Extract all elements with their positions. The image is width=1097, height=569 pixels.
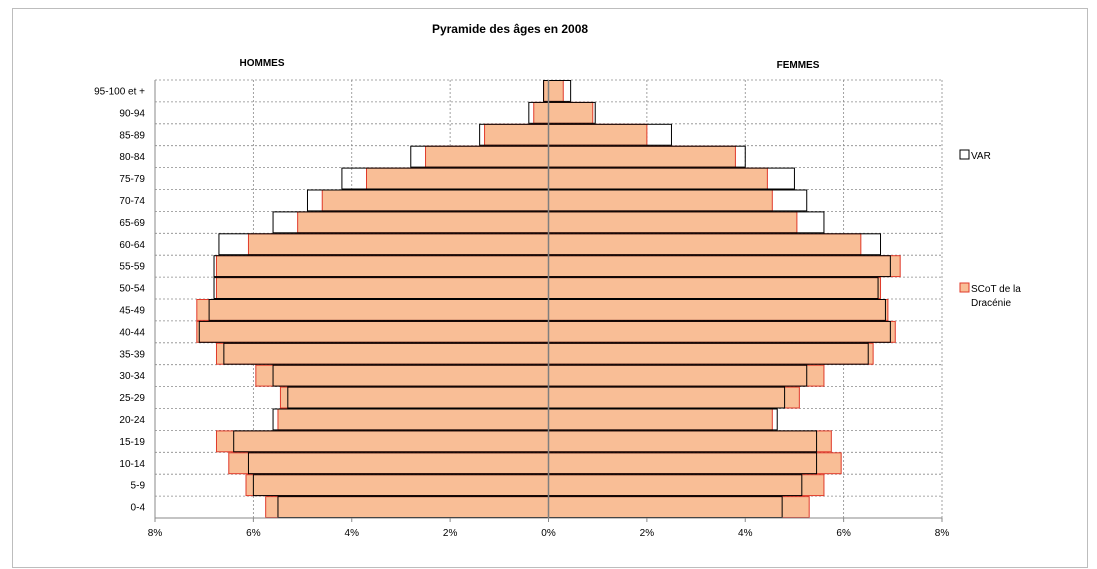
- legend-var-label: VAR: [971, 151, 991, 162]
- bar-scot-women: [548, 255, 901, 278]
- bar-scot-women: [548, 167, 768, 190]
- bar-scot-men: [247, 233, 550, 256]
- age-group-label: 5-9: [131, 481, 146, 492]
- legend-scot-line-2: Dracénie: [971, 298, 1011, 309]
- x-tick-label: 0%: [541, 528, 556, 539]
- bar-scot-women: [548, 101, 594, 124]
- legend: VAR SCoT de la Dracénie: [959, 149, 1024, 309]
- age-group-label: 10-14: [119, 459, 145, 470]
- bar-scot-men: [215, 342, 549, 365]
- age-group-label: 55-59: [119, 262, 145, 273]
- age-group-label: 30-34: [119, 371, 145, 382]
- bar-scot-women: [548, 364, 825, 387]
- bar-scot-women: [548, 123, 648, 146]
- age-group-label: 40-44: [119, 327, 145, 338]
- bar-scot-men: [277, 408, 549, 431]
- age-group-label: 80-84: [119, 152, 145, 163]
- x-tick-label: 4%: [738, 528, 753, 539]
- bar-scot-women: [548, 145, 736, 168]
- bar-scot-women: [548, 320, 896, 343]
- bar-scot-men: [255, 364, 549, 387]
- legend-scot-swatch: [959, 282, 970, 293]
- x-tick-label: 2%: [640, 528, 655, 539]
- men-side-label: HOMMES: [240, 58, 285, 69]
- bar-scot-women: [548, 189, 773, 212]
- bar-scot-men: [215, 277, 549, 300]
- bar-scot-men: [196, 320, 549, 343]
- age-group-label: 15-19: [119, 437, 145, 448]
- age-group-labels: 95-100 et + 90-94 85-89 80-84 75-79 70-74 65-6…: [94, 86, 145, 513]
- bar-scot-women: [548, 430, 832, 453]
- bar-scot-men: [228, 452, 549, 475]
- x-tick-label: 4%: [345, 528, 360, 539]
- bar-scot-women: [548, 277, 882, 300]
- age-group-label: 50-54: [119, 284, 145, 295]
- legend-scot-label: SCoT de la Dracénie: [971, 284, 1024, 309]
- age-group-label: 20-24: [119, 415, 145, 426]
- bar-scot-women: [548, 80, 564, 102]
- bar-scot-men: [196, 299, 549, 321]
- bar-scot-men: [533, 101, 550, 124]
- bar-scot-men: [321, 189, 549, 212]
- bar-scot-men: [265, 496, 549, 519]
- age-group-label: 0-4: [131, 503, 146, 514]
- age-group-label: 25-29: [119, 393, 145, 404]
- bar-scot-men: [279, 386, 549, 409]
- bar-scot-women: [548, 386, 800, 409]
- x-tick-label: 6%: [836, 528, 851, 539]
- bar-scot-women: [548, 233, 862, 256]
- chart-title: Pyramide des âges en 2008: [432, 22, 588, 36]
- age-group-label: 70-74: [119, 196, 145, 207]
- bar-scot-men: [297, 211, 549, 234]
- bar-scot-women: [548, 342, 874, 365]
- age-group-label: 75-79: [119, 174, 145, 185]
- x-tick-label: 8%: [935, 528, 950, 539]
- bar-scot-women: [548, 211, 798, 234]
- women-side-label: FEMMES: [777, 60, 820, 71]
- age-group-label: 85-89: [119, 130, 145, 141]
- axes: [154, 80, 943, 522]
- bar-scot-men: [425, 145, 549, 168]
- series-scot-bars: [196, 80, 901, 519]
- bar-scot-women: [548, 496, 810, 519]
- bar-scot-men: [215, 430, 549, 453]
- bar-scot-women: [548, 299, 889, 321]
- bar-scot-men: [245, 474, 549, 497]
- chart-frame: Pyramide des âges en 2008 HOMMES FEMMES …: [12, 8, 1088, 568]
- bar-scot-women: [548, 474, 825, 497]
- bar-scot-women: [548, 452, 842, 475]
- x-tick-label: 8%: [148, 528, 163, 539]
- x-tick-label: 6%: [246, 528, 261, 539]
- bar-scot-men: [366, 167, 549, 190]
- bar-scot-men: [484, 123, 549, 146]
- age-group-label: 90-94: [119, 108, 145, 119]
- age-group-label: 95-100 et +: [94, 86, 145, 97]
- age-group-label: 35-39: [119, 349, 145, 360]
- x-tick-label: 2%: [443, 528, 458, 539]
- age-group-label: 65-69: [119, 218, 145, 229]
- population-pyramid-chart: Pyramide des âges en 2008 HOMMES FEMMES …: [94, 22, 1024, 539]
- age-group-label: 45-49: [119, 305, 145, 316]
- age-group-label: 60-64: [119, 240, 145, 251]
- series-var-bars: [198, 80, 891, 519]
- x-tick-labels: 8% 6% 4% 2% 0% 2% 4% 6% 8%: [148, 528, 950, 539]
- bar-scot-women: [548, 408, 773, 431]
- legend-scot-line-1: SCoT de la: [971, 284, 1021, 295]
- bar-scot-men: [215, 255, 549, 278]
- legend-var-swatch: [959, 149, 970, 160]
